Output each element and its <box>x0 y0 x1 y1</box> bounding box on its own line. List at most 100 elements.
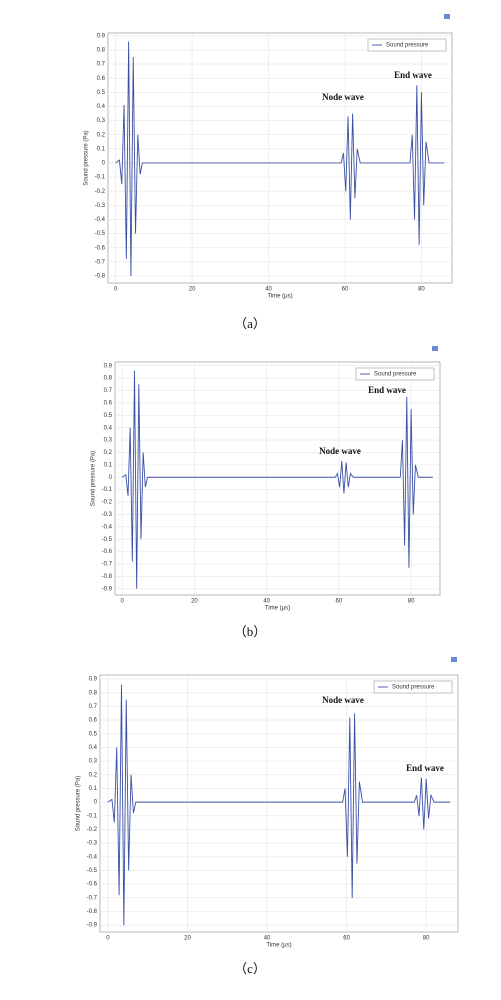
x-tick-label: 20 <box>184 936 191 942</box>
y-tick-label: -0.2 <box>102 500 113 506</box>
legend-box <box>355 367 435 381</box>
y-axis-label: Sound pressure (Pa) <box>84 130 90 185</box>
x-tick-label: 40 <box>264 936 271 942</box>
x-tick-label: 40 <box>263 599 270 605</box>
y-tick-label: -0.1 <box>87 813 98 819</box>
annotation: Node wave <box>322 695 364 705</box>
y-tick-label: 0.1 <box>89 786 98 792</box>
x-axis-label: Time (μs) <box>266 943 291 949</box>
y-tick-label: 0.7 <box>104 388 113 394</box>
y-tick-label: 0.2 <box>97 132 106 138</box>
data-line <box>121 370 433 589</box>
x-tick-label: 80 <box>423 936 430 942</box>
plot-area <box>114 361 441 596</box>
x-tick-label: 80 <box>408 599 415 605</box>
icon <box>432 346 438 351</box>
y-tick-label: -0.5 <box>87 868 98 874</box>
legend-label: Sound pressure <box>374 372 417 378</box>
y-axis-label: Sound pressure (Pa) <box>76 776 82 831</box>
y-tick-label: -0.4 <box>95 217 106 223</box>
y-tick-label: -0.8 <box>102 574 113 580</box>
data-line <box>115 41 445 276</box>
annotation: Node wave <box>319 446 361 456</box>
x-tick-label: 40 <box>265 287 272 293</box>
x-axis-label: Time (μs) <box>267 294 292 300</box>
plot-area <box>99 674 459 933</box>
y-tick-label: -0.2 <box>87 827 98 833</box>
y-tick-label: -0.5 <box>102 537 113 543</box>
y-tick-label: 0.1 <box>97 146 106 152</box>
data-line <box>107 684 451 926</box>
annotation: End wave <box>406 763 444 773</box>
x-tick-label: 60 <box>336 599 343 605</box>
y-tick-label: 0 <box>109 475 113 481</box>
x-tick-label: 60 <box>342 287 349 293</box>
x-tick-label: 60 <box>343 936 350 942</box>
annotation: End wave <box>368 385 406 395</box>
caption: （a） <box>234 316 266 331</box>
x-tick-label: 0 <box>114 287 118 293</box>
y-tick-label: 0.5 <box>97 90 106 96</box>
y-tick-label: -0.4 <box>102 524 113 530</box>
legend-box <box>373 680 453 694</box>
y-tick-label: -0.3 <box>95 203 106 209</box>
y-tick-label: 0 <box>94 800 98 806</box>
plot-area <box>107 32 453 284</box>
y-tick-label: 0.3 <box>97 118 106 124</box>
y-tick-label: -0.6 <box>87 882 98 888</box>
y-tick-label: -0.6 <box>102 549 113 555</box>
y-tick-label: 0.2 <box>104 450 113 456</box>
y-tick-label: -0.7 <box>87 895 98 901</box>
y-tick-label: 0.8 <box>97 48 106 54</box>
y-tick-label: 0.6 <box>89 718 98 724</box>
y-tick-label: 0.7 <box>97 62 106 68</box>
icon <box>444 14 450 19</box>
y-tick-label: 0.6 <box>97 76 106 82</box>
y-tick-label: 0.9 <box>97 33 106 39</box>
y-tick-label: -0.6 <box>95 245 106 251</box>
annotation: End wave <box>394 70 432 80</box>
y-tick-label: 0.3 <box>89 759 98 765</box>
y-tick-label: 0.3 <box>104 438 113 444</box>
y-tick-label: -0.4 <box>87 854 98 860</box>
y-axis-label: Sound pressure (Pa) <box>91 451 97 506</box>
y-tick-label: -0.2 <box>95 189 106 195</box>
icon <box>451 657 457 662</box>
y-tick-label: 0.2 <box>89 772 98 778</box>
y-tick-label: 0.9 <box>104 363 113 369</box>
y-tick-label: -0.1 <box>95 175 106 181</box>
x-tick-label: 0 <box>121 599 125 605</box>
y-tick-label: -0.7 <box>102 562 113 568</box>
y-tick-label: -0.5 <box>95 231 106 237</box>
y-tick-label: 0.1 <box>104 462 113 468</box>
x-axis-label: Time (μs) <box>265 606 290 612</box>
y-tick-label: -0.8 <box>87 909 98 915</box>
y-tick-label: 0.5 <box>89 731 98 737</box>
y-tick-label: 0.9 <box>89 677 98 683</box>
y-tick-label: -0.3 <box>102 512 113 518</box>
legend-label: Sound pressure <box>392 685 435 691</box>
y-tick-label: -0.7 <box>95 259 106 265</box>
x-tick-label: 20 <box>189 287 196 293</box>
y-tick-label: -0.8 <box>95 274 106 280</box>
caption: （b） <box>234 624 267 639</box>
y-tick-label: 0.8 <box>104 376 113 382</box>
y-tick-label: -0.9 <box>102 586 113 592</box>
y-tick-label: 0.7 <box>89 704 98 710</box>
y-tick-label: 0 <box>102 161 106 167</box>
legend-box <box>367 38 447 52</box>
y-tick-label: -0.1 <box>102 487 113 493</box>
y-tick-label: 0.4 <box>89 745 98 751</box>
x-tick-label: 20 <box>191 599 198 605</box>
y-tick-label: 0.6 <box>104 400 113 406</box>
x-tick-label: 80 <box>418 287 425 293</box>
x-tick-label: 0 <box>106 936 110 942</box>
legend-label: Sound pressure <box>386 43 429 49</box>
caption: （c） <box>234 961 266 976</box>
annotation: Node wave <box>322 92 364 102</box>
y-tick-label: 0.8 <box>89 690 98 696</box>
y-tick-label: -0.3 <box>87 841 98 847</box>
y-tick-label: -0.9 <box>87 923 98 929</box>
y-tick-label: 0.5 <box>104 413 113 419</box>
